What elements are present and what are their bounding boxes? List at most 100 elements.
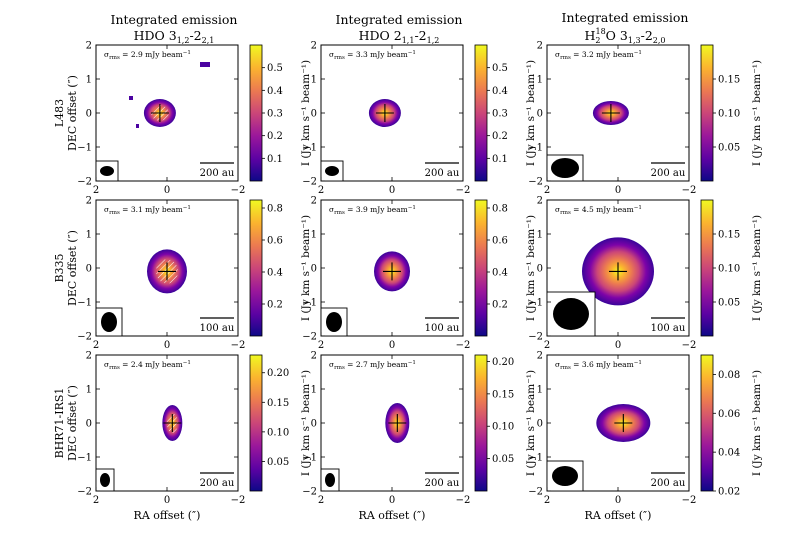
y-tick-label: 1 <box>537 230 543 241</box>
sigma-rms-label: σrms = 4.5 mJy beam−1 <box>555 205 642 216</box>
scale-bar-label: 200 au <box>651 478 686 489</box>
noise-patch <box>136 124 139 128</box>
colorbar <box>249 354 263 492</box>
y-tick-label: 2 <box>311 196 317 207</box>
sigma-symbol: σ <box>555 50 560 59</box>
x-tick-label: 2 <box>318 185 324 196</box>
scale-bar-label: 100 au <box>651 323 686 334</box>
row-source-label: B335 <box>53 253 66 282</box>
sigma-exp: −1 <box>634 360 642 366</box>
colorbar <box>700 44 714 182</box>
sigma-rms-label: σrms = 3.2 mJy beam−1 <box>555 50 642 61</box>
sigma-value: = 2.7 mJy beam <box>345 360 408 369</box>
colorbar-tick-label: 0.15 <box>492 389 514 400</box>
y-tick-label: −2 <box>528 332 543 343</box>
sigma-value: = 3.3 mJy beam <box>345 50 408 59</box>
y-tick-label: −1 <box>302 298 317 309</box>
col-title-1-line2: HDO 31,2-22,1 <box>134 28 215 45</box>
x-axis-label: RA offset (″) <box>359 509 426 522</box>
sigma-exp: −1 <box>408 205 416 211</box>
sigma-value: = 2.4 mJy beam <box>120 360 183 369</box>
colorbar-tick-label: 0.06 <box>718 409 740 420</box>
y-axis-label: DEC offset (″) <box>66 385 79 461</box>
y-tick-label: −1 <box>528 453 543 464</box>
scale-bar-label: 200 au <box>425 168 460 179</box>
sigma-exp: −1 <box>183 360 191 366</box>
beam-ellipse <box>553 298 589 330</box>
colorbar-label: I (Jy km s⁻¹ beam⁻¹) <box>525 60 537 166</box>
x-tick-label: 0 <box>164 495 170 506</box>
scale-bar-label: 100 au <box>425 323 460 334</box>
colorbar-tick-label: 0.3 <box>492 109 508 120</box>
beam-ellipse <box>100 473 110 487</box>
sigma-value: = 4.5 mJy beam <box>571 205 634 214</box>
scale-bar-label: 200 au <box>200 478 235 489</box>
x-tick-label: −2 <box>231 185 246 196</box>
colorbar <box>700 354 714 492</box>
colorbar-tick-label: 0.20 <box>267 368 289 379</box>
colorbar-tick-label: 0.6 <box>267 236 283 247</box>
colorbar-tick-label: 0.05 <box>718 298 740 309</box>
row-source-label: L483 <box>53 99 66 127</box>
colorbar <box>474 199 488 337</box>
y-tick-label: −1 <box>302 453 317 464</box>
sigma-value: = 3.2 mJy beam <box>571 50 634 59</box>
colorbar-tick-label: 0.4 <box>267 268 283 279</box>
sigma-value: = 3.1 mJy beam <box>120 205 183 214</box>
colorbar-label: I (Jy km s⁻¹ beam⁻¹) <box>525 215 537 321</box>
x-tick-label: −2 <box>682 185 697 196</box>
y-tick-label: 2 <box>311 41 317 52</box>
colorbar-tick-label: 0.20 <box>492 357 514 368</box>
sigma-symbol: σ <box>555 205 560 214</box>
col-title-3-line1: Integrated emission <box>562 10 689 25</box>
sigma-value: = 3.9 mJy beam <box>345 205 408 214</box>
x-tick-label: 2 <box>544 340 550 351</box>
colorbar-tick-label: 0.5 <box>267 63 283 74</box>
sigma-rms-label: σrms = 2.4 mJy beam−1 <box>104 360 191 371</box>
y-tick-label: 2 <box>537 351 543 362</box>
sigma-sub: rms <box>560 210 571 216</box>
y-tick-label: −1 <box>528 298 543 309</box>
beam-ellipse <box>325 473 335 487</box>
x-axis-label: RA offset (″) <box>585 509 652 522</box>
colorbar-tick-label: 0.2 <box>267 300 283 311</box>
x-tick-label: 2 <box>93 340 99 351</box>
sigma-exp: −1 <box>408 360 416 366</box>
colorbar-tick-label: 0.8 <box>492 204 508 215</box>
y-tick-label: 2 <box>86 351 92 362</box>
scale-bar-label: 200 au <box>651 168 686 179</box>
colorbar-tick-label: 0.04 <box>718 448 740 459</box>
y-tick-label: −1 <box>528 143 543 154</box>
colorbar <box>474 44 488 182</box>
y-tick-label: 1 <box>537 75 543 86</box>
y-tick-label: 0 <box>311 419 317 430</box>
sigma-symbol: σ <box>555 360 560 369</box>
noise-patch <box>200 62 210 67</box>
colorbar-tick-label: 0.15 <box>718 75 740 86</box>
x-tick-label: 0 <box>389 185 395 196</box>
colorbar-tick-label: 0.4 <box>492 268 508 279</box>
sigma-exp: −1 <box>634 50 642 56</box>
colorbar-label: I (Jy km s⁻¹ beam⁻¹) <box>300 60 312 166</box>
colorbar-tick-label: 0.2 <box>267 131 283 142</box>
y-tick-label: 0 <box>86 109 92 120</box>
y-tick-label: −2 <box>77 487 92 498</box>
sigma-rms-label: σrms = 3.3 mJy beam−1 <box>329 50 416 61</box>
sigma-rms-label: σrms = 2.9 mJy beam−1 <box>104 50 191 61</box>
y-tick-label: 2 <box>537 196 543 207</box>
x-tick-label: 2 <box>93 495 99 506</box>
y-tick-label: 1 <box>86 75 92 86</box>
sigma-symbol: σ <box>104 360 109 369</box>
colorbar-label: I (Jy km s⁻¹ beam⁻¹) <box>525 370 537 476</box>
colorbar-tick-label: 0.15 <box>718 230 740 241</box>
sigma-symbol: σ <box>329 360 334 369</box>
sigma-value: = 3.6 mJy beam <box>571 360 634 369</box>
sigma-sub: rms <box>109 365 120 371</box>
y-tick-label: −2 <box>302 487 317 498</box>
sigma-symbol: σ <box>329 205 334 214</box>
